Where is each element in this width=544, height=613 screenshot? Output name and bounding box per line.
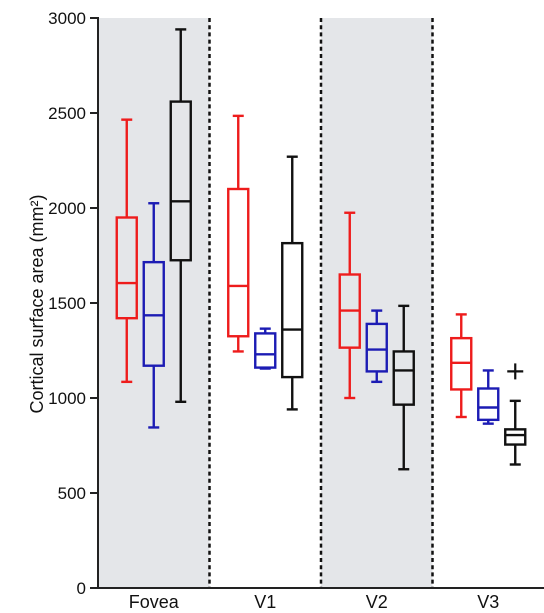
box-iqr [392, 350, 415, 406]
box-iqr [504, 428, 527, 446]
box-plot [338, 211, 361, 400]
box-plot [450, 313, 473, 419]
category-group-fovea [115, 28, 192, 429]
shaded-panel-fovea [98, 18, 210, 588]
x-category-label: V2 [366, 592, 388, 612]
box-iqr [169, 100, 192, 262]
category-group-v3 [450, 313, 527, 466]
box-iqr [142, 260, 165, 367]
x-category-label: Fovea [129, 592, 180, 612]
y-tick-label: 1000 [48, 389, 86, 408]
box-plot [365, 309, 388, 384]
x-axis-category-labels: Fovea V1 V2 V3 [129, 592, 500, 612]
box-plot [254, 327, 277, 370]
category-group-v1 [227, 114, 304, 411]
box-iqr [115, 216, 138, 320]
box-plot [281, 155, 304, 411]
category-separators [208, 18, 434, 588]
box-iqr [365, 322, 388, 373]
box-plot [392, 304, 415, 471]
category-group-v2 [338, 211, 415, 471]
y-axis-ticks: 0 500 1000 1500 2000 2500 3000 [48, 9, 98, 598]
box-plot [227, 114, 250, 353]
y-tick-label: 500 [58, 484, 86, 503]
box-iqr [281, 241, 304, 379]
box-plot [169, 28, 192, 403]
shaded-panels [98, 18, 433, 588]
box-iqr [477, 387, 500, 422]
y-tick-label: 2500 [48, 104, 86, 123]
box-plot [504, 363, 527, 466]
box-plot [142, 202, 165, 429]
y-tick-label: 2000 [48, 199, 86, 218]
box-plot [115, 118, 138, 384]
y-tick-label: 3000 [48, 9, 86, 28]
box-series [115, 28, 527, 471]
x-category-label: V1 [254, 592, 276, 612]
box-iqr [227, 187, 250, 338]
y-tick-label: 0 [77, 579, 86, 598]
x-category-label: V3 [477, 592, 499, 612]
box-plot [477, 369, 500, 425]
y-tick-label: 1500 [48, 294, 86, 313]
shaded-panel-v2 [321, 18, 433, 588]
y-axis-title: Cortical surface area (mm²) [27, 194, 47, 413]
box-iqr [254, 332, 277, 369]
